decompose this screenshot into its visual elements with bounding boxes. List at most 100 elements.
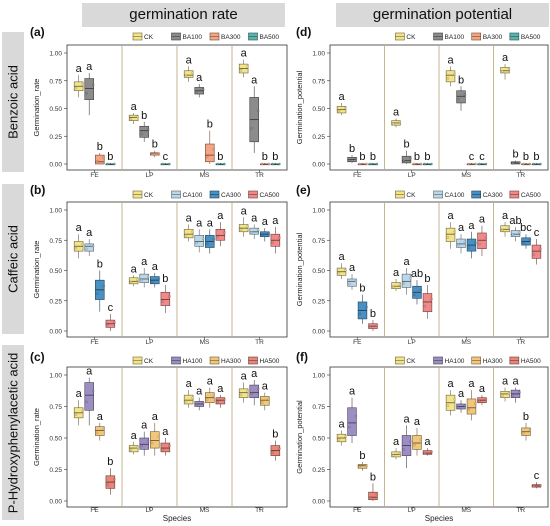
data-point: [168, 295, 171, 298]
x-tick-label: MS: [200, 507, 210, 514]
data-point: [375, 493, 379, 496]
significance-letter: a: [76, 63, 83, 75]
data-point: [81, 409, 84, 413]
significance-letter: a: [468, 220, 475, 232]
data-point: [409, 156, 412, 160]
panel-a: (a) 0.00 0.25 0.50 0.75 1.00 Germination_rate F…: [30, 25, 288, 179]
x-axis-label: Species: [425, 514, 453, 523]
box-HA500-LP: [160, 442, 171, 453]
box-BA300-MS: [205, 143, 215, 163]
data-point: [184, 234, 188, 237]
data-point: [392, 122, 395, 126]
data-point: [423, 451, 427, 455]
significance-letter: a: [262, 216, 269, 228]
box-HA100-FE: [347, 407, 357, 436]
data-point: [216, 400, 219, 404]
box-CA100-MS: [456, 238, 466, 248]
data-point: [195, 90, 198, 94]
data-point: [102, 428, 106, 431]
significance-letter: a: [414, 416, 421, 428]
data-point: [348, 425, 351, 429]
data-point: [463, 93, 467, 96]
data-point: [201, 88, 205, 91]
significance-letter: b: [512, 149, 518, 161]
row-label-hydroxyphenylacetic: P-Hydroxyphenylacetic acid: [2, 345, 24, 520]
legend-label-CA300: CA300: [483, 192, 503, 199]
significance-letter: a: [502, 210, 509, 222]
significance-letter: a: [479, 383, 486, 395]
data-point: [140, 278, 143, 282]
significance-letter: a: [349, 262, 356, 274]
y-tick-label: 0.00: [49, 329, 62, 336]
box-CA100-LP: [139, 273, 149, 283]
data-point: [453, 398, 456, 401]
significance-letter: a: [207, 217, 214, 229]
significance-letter: b: [424, 273, 430, 285]
data-point: [113, 321, 116, 324]
data-point: [278, 236, 281, 240]
significance-letter: a: [251, 368, 258, 380]
data-point: [91, 244, 95, 248]
y-axis-label: Germination_potential: [295, 400, 304, 474]
significance-letter: a: [141, 420, 148, 432]
box-BA100-MS: [456, 90, 466, 104]
panel-b: (b) 0.00 0.25 0.50 0.75 1.00 Germination_rate F…: [30, 183, 288, 346]
data-point: [260, 401, 264, 404]
box-BA100-LP: [401, 155, 412, 164]
panel-label: (c): [30, 350, 45, 364]
data-point: [522, 431, 525, 435]
significance-letter: a: [447, 210, 454, 222]
data-point: [409, 276, 412, 280]
box-CA100-FE: [84, 243, 94, 252]
box-CA500-MS: [215, 229, 226, 241]
x-tick-label: MS: [200, 172, 210, 179]
significance-letter: a: [338, 91, 345, 103]
y-tick-label: 1.00: [312, 373, 325, 380]
data-point: [271, 451, 274, 454]
y-tick-label: 1.00: [49, 373, 62, 380]
data-point: [102, 284, 106, 288]
data-point: [146, 275, 150, 278]
significance-letter: b: [349, 143, 355, 155]
data-point: [191, 230, 194, 234]
data-point: [474, 241, 477, 244]
data-point: [518, 231, 521, 234]
data-point: [402, 282, 406, 285]
x-axis-label: Species: [163, 514, 191, 523]
significance-letter: a: [196, 386, 203, 398]
significance-letter: a: [458, 388, 465, 400]
data-point: [507, 392, 511, 395]
significance-letter: a: [131, 101, 138, 113]
data-point: [278, 447, 281, 450]
y-tick-label: 0.75: [312, 78, 325, 85]
x-tick-label: TR: [255, 507, 264, 514]
data-point: [474, 402, 477, 405]
data-point: [453, 72, 456, 76]
box-HA300-LP: [150, 431, 160, 449]
data-point: [337, 438, 341, 441]
x-tick-label: LP: [408, 172, 416, 179]
data-point: [246, 390, 249, 393]
y-tick-label: 1.00: [49, 51, 62, 58]
significance-letter: b: [107, 151, 113, 163]
data-point: [413, 443, 416, 447]
panel-label: (d): [296, 25, 311, 39]
x-tick-label: FE: [90, 507, 99, 514]
significance-letter: a: [131, 430, 138, 442]
data-point: [532, 162, 536, 166]
panel-label: (b): [30, 183, 45, 197]
y-tick-label: 0.50: [312, 436, 325, 443]
significance-letter: a: [479, 214, 486, 226]
box-BA100-LP: [139, 125, 149, 138]
significance-letter: c: [108, 302, 114, 314]
data-point: [223, 162, 226, 166]
box-CK-MS: [445, 70, 456, 83]
y-tick-label: 0.75: [312, 238, 325, 245]
y-tick-label: 1.00: [312, 208, 325, 215]
box-HA100-LP: [139, 437, 149, 450]
significance-letter: b: [359, 151, 365, 163]
data-point: [358, 312, 362, 316]
y-tick-label: 0.50: [49, 106, 62, 113]
data-point: [95, 160, 99, 163]
x-tick-label: TR: [516, 507, 525, 514]
